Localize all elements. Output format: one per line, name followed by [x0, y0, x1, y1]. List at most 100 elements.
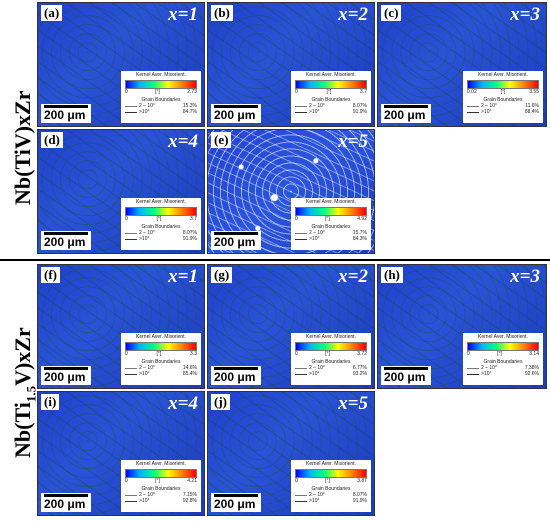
- scale-unit: [°]: [326, 89, 332, 95]
- gb-high-line: [125, 500, 137, 502]
- gb-high-value: 85.4%: [182, 371, 197, 377]
- gb-low-row: 2 – 10° 8.07%: [125, 230, 197, 236]
- kam-legend: Kernel Aver. Misorient. 0 [°] 3.7 Grain Boun…: [291, 71, 371, 123]
- panel-label: (i): [41, 394, 60, 410]
- gb-high-line: [125, 238, 137, 240]
- gb-high-row: >10° 92.8%: [125, 498, 197, 504]
- scale-bar: 200 μm: [41, 366, 91, 385]
- gb-high-line: [295, 111, 307, 113]
- gb-low-line: [295, 494, 307, 496]
- panel-label: (h): [381, 267, 403, 283]
- scale-max: 3.7: [190, 216, 197, 222]
- panel-label: (d): [41, 132, 63, 148]
- scale-bar-line: [214, 232, 258, 235]
- row-label-bottom-pre: Nb(Ti: [10, 402, 35, 458]
- panel-b: (b) x=2 200 μm Kernel Aver. Misorient. 0 [°] 3…: [207, 2, 375, 127]
- legend-ticks: 0 [°] 3.7: [125, 216, 197, 222]
- composition-label: x=4: [168, 393, 198, 414]
- legend-ticks: 0 [°] 3.14: [467, 351, 539, 357]
- grain-boundaries-title: Grain Boundaries: [483, 97, 523, 103]
- row-label-top-text: Nb(TiV)xZr: [10, 90, 35, 206]
- grain-boundaries-title: Grain Boundaries: [141, 224, 181, 230]
- gb-low-value: 7.15%: [182, 492, 197, 498]
- color-scale-bar: [125, 80, 197, 89]
- gb-high-range: >10°: [481, 109, 492, 115]
- scale-bar-line: [384, 105, 428, 108]
- panel-h: (h) x=3 200 μm Kernel Aver. Misorient. 0 [°] 3…: [377, 264, 547, 389]
- scale-min: 0.02: [467, 89, 477, 95]
- gb-low-line: [295, 367, 307, 369]
- panel-label: (j): [211, 394, 230, 410]
- gb-high-range: >10°: [309, 371, 320, 377]
- row-label-bottom-post: V)xZr: [10, 327, 35, 386]
- color-scale-bar: [295, 80, 367, 89]
- gb-high-value: 91.9%: [352, 498, 367, 504]
- panel-label: (c): [381, 5, 402, 21]
- gb-low-value: 15.3%: [182, 103, 197, 109]
- gb-high-range: >10°: [309, 109, 320, 115]
- kam-legend: Kernel Aver. Misorient. 0 [°] 3.14 Grain Bou…: [463, 333, 543, 385]
- gb-low-row: 2 – 10° 15.7%: [295, 230, 367, 236]
- legend-title: Kernel Aver. Misorient.: [306, 334, 356, 340]
- gb-low-value: 8.07%: [352, 492, 367, 498]
- gb-low-row: 2 – 10° 14.6%: [125, 365, 197, 371]
- kam-legend: Kernel Aver. Misorient. 0 [°] 3.87 Grain Bou…: [291, 460, 371, 512]
- gb-low-value: 14.6%: [182, 365, 197, 371]
- gb-high-value: 92.6%: [524, 371, 539, 377]
- legend-title: Kernel Aver. Misorient.: [306, 199, 356, 205]
- gb-high-row: >10° 91.9%: [125, 236, 197, 242]
- scale-max: 3.87: [357, 478, 367, 484]
- scale-max: 3.72: [357, 351, 367, 357]
- color-scale-bar: [125, 469, 197, 478]
- gb-low-row: 2 – 10° 15.3%: [125, 103, 197, 109]
- gb-low-range: 2 – 10°: [309, 365, 325, 371]
- gb-low-line: [125, 105, 137, 107]
- kam-legend: Kernel Aver. Misorient. 0 [°] 3.3 Grain Boun…: [121, 333, 201, 385]
- scale-min: 0: [125, 351, 128, 357]
- panel-label: (e): [211, 132, 232, 148]
- color-scale-bar: [125, 207, 197, 216]
- scale-unit: [°]: [156, 216, 162, 222]
- scale-bar-label: 200 μm: [214, 370, 256, 384]
- gb-high-range: >10°: [139, 236, 150, 242]
- legend-ticks: 0 [°] 3.72: [295, 351, 367, 357]
- legend-title: Kernel Aver. Misorient.: [136, 72, 186, 78]
- legend-ticks: 0.02 [°] 3.55: [467, 89, 539, 95]
- color-scale-bar: [467, 342, 539, 351]
- gb-low-range: 2 – 10°: [139, 492, 155, 498]
- scale-unit: [°]: [497, 351, 502, 357]
- grain-boundaries-title: Grain Boundaries: [311, 359, 351, 365]
- scale-bar-label: 200 μm: [384, 370, 426, 384]
- row-label-bottom: Nb(Ti1.5V)xZr: [10, 327, 39, 458]
- scale-bar-line: [44, 232, 88, 235]
- scale-bar-line: [44, 494, 88, 497]
- gb-high-line: [295, 373, 307, 375]
- grain-boundaries-title: Grain Boundaries: [311, 224, 351, 230]
- gb-low-value: 7.38%: [524, 365, 539, 371]
- scale-bar-label: 200 μm: [44, 370, 86, 384]
- gb-low-row: 2 – 10° 7.15%: [125, 492, 197, 498]
- composition-label: x=2: [338, 266, 368, 287]
- scale-max: 2.73: [187, 89, 197, 95]
- gb-high-range: >10°: [309, 236, 320, 242]
- kam-legend: Kernel Aver. Misorient. 0 [°] 3.72 Grain Bou…: [291, 333, 371, 385]
- scale-min: 0: [295, 216, 298, 222]
- legend-ticks: 0 [°] 4.92: [295, 216, 367, 222]
- gb-high-range: >10°: [309, 498, 320, 504]
- scale-max: 4.21: [187, 478, 197, 484]
- scale-unit: [°]: [155, 478, 160, 484]
- gb-high-range: >10°: [139, 371, 150, 377]
- gb-low-range: 2 – 10°: [139, 365, 155, 371]
- scale-bar-label: 200 μm: [44, 497, 86, 511]
- scale-bar: 200 μm: [211, 231, 261, 250]
- scale-bar: 200 μm: [211, 366, 261, 385]
- scale-bar: 200 μm: [41, 104, 91, 123]
- scale-bar-line: [44, 367, 88, 370]
- grain-boundaries-title: Grain Boundaries: [141, 359, 181, 365]
- composition-label: x=1: [168, 266, 198, 287]
- row-divider: [0, 259, 550, 261]
- color-scale-bar: [295, 207, 367, 216]
- row-label-top: Nb(TiV)xZr: [10, 91, 36, 206]
- gb-low-row: 2 – 10° 6.77%: [295, 365, 367, 371]
- composition-label: x=4: [168, 131, 198, 152]
